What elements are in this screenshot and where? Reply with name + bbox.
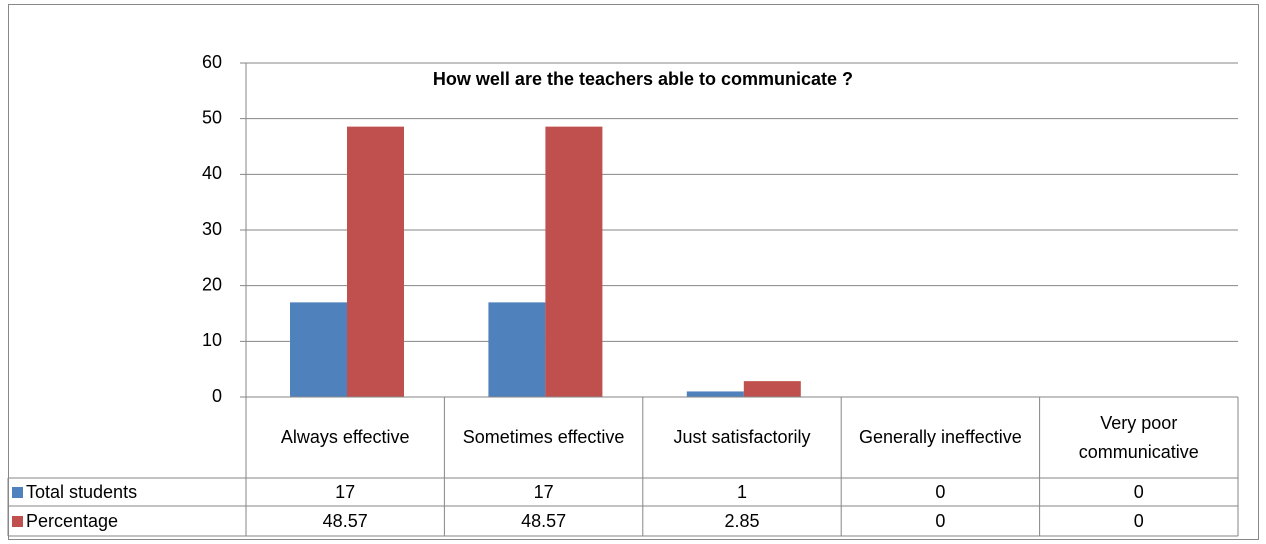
bar: [545, 126, 603, 397]
y-tick-label: 10: [202, 330, 222, 350]
legend-label: Percentage: [26, 510, 119, 531]
category-label: Very poor communicative: [1078, 412, 1199, 462]
category-label: Sometimes effective: [462, 427, 625, 447]
table-value: 48.57: [521, 510, 567, 531]
table-value: 0: [1133, 510, 1144, 531]
bar: [686, 391, 744, 397]
bar: [347, 126, 404, 397]
legend-key: [12, 486, 23, 498]
y-tick-label: 60: [202, 52, 222, 72]
bar: [290, 302, 347, 397]
y-tick-label: 50: [202, 107, 222, 127]
y-tick-label: 20: [202, 274, 222, 294]
chart-border: [8, 4, 1259, 540]
category-label: Always effective: [280, 427, 410, 447]
table-value: 0: [1133, 481, 1144, 502]
y-tick-label: 0: [212, 386, 222, 406]
table-value: 1: [736, 481, 747, 502]
bar: [743, 381, 801, 397]
legend-entry: Total students: [8, 478, 246, 506]
legend-entry: Percentage: [8, 506, 246, 536]
y-tick-label: 40: [202, 163, 222, 183]
table-value: 17: [335, 481, 356, 502]
table-value: 0: [935, 510, 946, 531]
y-tick-label: 30: [202, 219, 222, 239]
legend-label: Total students: [26, 481, 138, 502]
table-value: 2.85: [724, 510, 760, 531]
bar: [488, 302, 546, 397]
category-label: Generally ineffective: [859, 427, 1022, 447]
table-value: 0: [935, 481, 946, 502]
table-value: 17: [533, 481, 554, 502]
category-label: Just satisfactorily: [673, 427, 811, 447]
legend-key: [12, 515, 23, 527]
table-value: 48.57: [322, 510, 368, 531]
chart-title: How well are the teachers able to commun…: [433, 69, 853, 89]
